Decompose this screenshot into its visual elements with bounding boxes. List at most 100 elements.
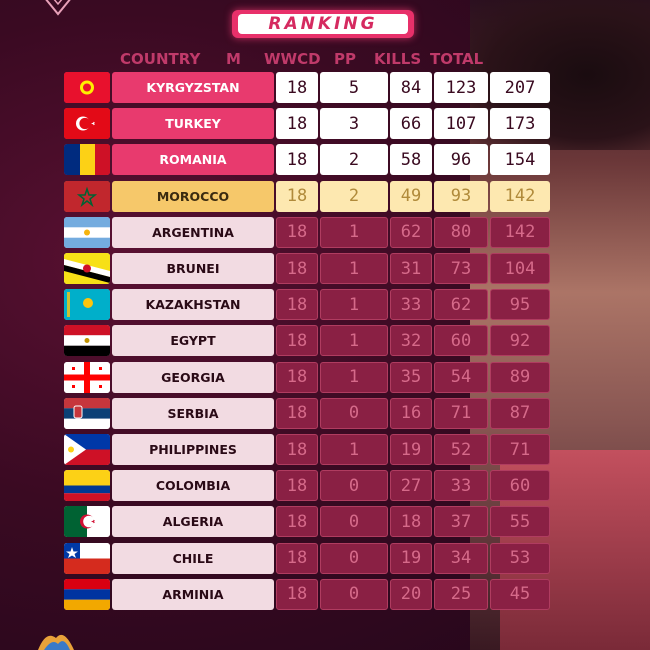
country-cell: KAZAKHSTAN bbox=[112, 289, 274, 321]
wwcd-cell: 3 bbox=[320, 108, 388, 140]
kills-cell: 34 bbox=[434, 542, 488, 574]
kills-cell: 73 bbox=[434, 253, 488, 284]
pp-cell: 35 bbox=[390, 361, 432, 393]
total-cell: 89 bbox=[490, 361, 550, 393]
kills-cell: 33 bbox=[434, 470, 488, 502]
kills-cell: 25 bbox=[434, 578, 488, 610]
kills-cell: 96 bbox=[434, 144, 488, 176]
kills-cell: 107 bbox=[434, 108, 488, 140]
total-cell: 154 bbox=[490, 144, 550, 176]
wwcd-cell: 0 bbox=[320, 470, 388, 502]
matches-cell: 18 bbox=[276, 253, 318, 284]
kazakhstan-flag-icon bbox=[64, 289, 110, 321]
total-cell: 142 bbox=[490, 180, 550, 212]
total-cell: 53 bbox=[490, 542, 550, 574]
wwcd-cell: 1 bbox=[320, 434, 388, 465]
country-cell: ROMANIA bbox=[112, 144, 274, 176]
kills-cell: 37 bbox=[434, 506, 488, 538]
total-cell: 207 bbox=[490, 72, 550, 103]
country-cell: SERBIA bbox=[112, 397, 274, 429]
matches-cell: 18 bbox=[276, 470, 318, 502]
country-cell: ARGENTINA bbox=[112, 216, 274, 248]
pp-cell: 62 bbox=[390, 216, 432, 248]
pp-cell: 19 bbox=[390, 542, 432, 574]
country-cell: PHILIPPINES bbox=[112, 434, 274, 465]
matches-cell: 18 bbox=[276, 108, 318, 140]
total-cell: 55 bbox=[490, 506, 550, 538]
wwcd-cell: 0 bbox=[320, 542, 388, 574]
country-cell: GEORGIA bbox=[112, 361, 274, 393]
algeria-flag-icon bbox=[64, 506, 110, 538]
table-row: PHILIPPINES 18 1 19 52 71 bbox=[64, 434, 550, 465]
kills-cell: 93 bbox=[434, 180, 488, 212]
pp-cell: 84 bbox=[390, 72, 432, 103]
ranking-title-box: RANKING bbox=[232, 10, 414, 38]
table-row: ALGERIA 18 0 18 37 55 bbox=[64, 506, 550, 538]
header-pp: PP bbox=[334, 50, 356, 68]
total-cell: 104 bbox=[490, 253, 550, 284]
matches-cell: 18 bbox=[276, 397, 318, 429]
country-cell: CHILE bbox=[112, 542, 274, 574]
romania-flag-icon bbox=[64, 144, 110, 176]
wwcd-cell: 1 bbox=[320, 361, 388, 393]
kills-cell: 123 bbox=[434, 72, 488, 103]
total-cell: 142 bbox=[490, 216, 550, 248]
pp-cell: 49 bbox=[390, 180, 432, 212]
matches-cell: 18 bbox=[276, 506, 318, 538]
kills-cell: 52 bbox=[434, 434, 488, 465]
georgia-flag-icon bbox=[64, 361, 110, 393]
pp-cell: 18 bbox=[390, 506, 432, 538]
header-country: COUNTRY bbox=[120, 50, 201, 68]
wwcd-cell: 2 bbox=[320, 144, 388, 176]
country-cell: ALGERIA bbox=[112, 506, 274, 538]
chile-flag-icon bbox=[64, 542, 110, 574]
wwcd-cell: 1 bbox=[320, 289, 388, 321]
kills-cell: 71 bbox=[434, 397, 488, 429]
brand-logo-icon bbox=[45, 0, 71, 16]
matches-cell: 18 bbox=[276, 361, 318, 393]
armenia-flag-icon bbox=[64, 578, 110, 610]
matches-cell: 18 bbox=[276, 542, 318, 574]
matches-cell: 18 bbox=[276, 72, 318, 103]
table-row: KYRGYZSTAN 18 5 84 123 207 bbox=[64, 72, 550, 103]
wwcd-cell: 0 bbox=[320, 578, 388, 610]
philippines-flag-icon bbox=[64, 434, 110, 465]
wwcd-cell: 1 bbox=[320, 253, 388, 284]
wwcd-cell: 2 bbox=[320, 180, 388, 212]
header-total: TOTAL bbox=[430, 50, 484, 68]
kyrgyzstan-flag-icon bbox=[64, 72, 110, 103]
country-cell: EGYPT bbox=[112, 325, 274, 357]
table-row: TURKEY 18 3 66 107 173 bbox=[64, 108, 550, 140]
table-row: ARMINIA 18 0 20 25 45 bbox=[64, 578, 550, 610]
egypt-flag-icon bbox=[64, 325, 110, 357]
table-row: GEORGIA 18 1 35 54 89 bbox=[64, 361, 550, 393]
pp-cell: 58 bbox=[390, 144, 432, 176]
wwcd-cell: 1 bbox=[320, 325, 388, 357]
kills-cell: 62 bbox=[434, 289, 488, 321]
total-cell: 95 bbox=[490, 289, 550, 321]
total-cell: 71 bbox=[490, 434, 550, 465]
turkey-flag-icon bbox=[64, 108, 110, 140]
wwcd-cell: 1 bbox=[320, 216, 388, 248]
matches-cell: 18 bbox=[276, 289, 318, 321]
table-row: BRUNEI 18 1 31 73 104 bbox=[64, 253, 550, 284]
matches-cell: 18 bbox=[276, 578, 318, 610]
country-cell: TURKEY bbox=[112, 108, 274, 140]
table-row: COLOMBIA 18 0 27 33 60 bbox=[64, 470, 550, 502]
ranking-title: RANKING bbox=[238, 14, 408, 34]
wwcd-cell: 5 bbox=[320, 72, 388, 103]
matches-cell: 18 bbox=[276, 144, 318, 176]
header-m: M bbox=[226, 50, 241, 68]
pp-cell: 20 bbox=[390, 578, 432, 610]
matches-cell: 18 bbox=[276, 180, 318, 212]
pp-cell: 33 bbox=[390, 289, 432, 321]
total-cell: 45 bbox=[490, 578, 550, 610]
table-row: KAZAKHSTAN 18 1 33 62 95 bbox=[64, 289, 550, 321]
country-cell: COLOMBIA bbox=[112, 470, 274, 502]
matches-cell: 18 bbox=[276, 434, 318, 465]
country-cell: ARMINIA bbox=[112, 578, 274, 610]
event-logo-icon bbox=[38, 634, 74, 650]
serbia-flag-icon bbox=[64, 397, 110, 429]
kills-cell: 80 bbox=[434, 216, 488, 248]
colombia-flag-icon bbox=[64, 470, 110, 502]
